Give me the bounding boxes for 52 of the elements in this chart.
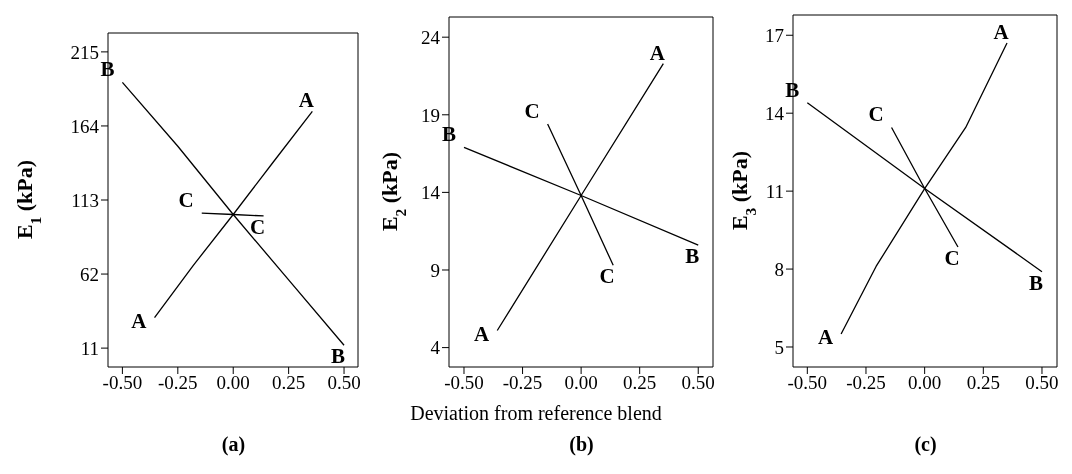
x-tick-label: 0.25 — [966, 372, 1000, 394]
series-label: A — [649, 40, 666, 65]
text: B — [100, 57, 115, 82]
text: A — [131, 308, 147, 333]
y-tick-label: 19 — [421, 104, 440, 126]
y-tick-label: 14 — [765, 102, 785, 124]
text: C — [178, 188, 194, 213]
x-tick-label: 0.25 — [272, 372, 306, 394]
series-label: C — [599, 264, 615, 289]
series-label: C — [250, 214, 266, 239]
y-tick-label: 14 — [421, 182, 441, 204]
text: A — [817, 325, 834, 350]
y-tick-label: 11 — [80, 337, 99, 359]
text: (c) — [913, 433, 938, 456]
y-tick-label: 9 — [430, 259, 440, 281]
x-tick-label: -0.50 — [102, 372, 143, 394]
x-tick-label: -0.50 — [444, 372, 484, 394]
y-tick-label: 113 — [71, 189, 99, 211]
text: (b) — [568, 433, 595, 456]
x-tick-label: 0.50 — [681, 372, 715, 394]
text: C — [868, 102, 884, 127]
x-tick-label: -0.50 — [787, 372, 828, 394]
y-tick-label: 5 — [774, 336, 784, 358]
series-label: C — [944, 245, 960, 270]
text: (a) — [220, 433, 247, 456]
x-tick-label: 0.50 — [1025, 372, 1059, 394]
x-tick-label: 0.00 — [908, 372, 942, 394]
y-tick-label: 164 — [70, 115, 100, 137]
y-tick-label: 62 — [80, 263, 99, 285]
x-tick-label: 0.25 — [623, 372, 657, 394]
y-tick-label: 4 — [430, 337, 441, 359]
y-tick-label: 17 — [765, 25, 784, 47]
x-tick-label: 0.00 — [564, 372, 598, 394]
x-tick-label: -0.25 — [846, 372, 886, 394]
text: A — [474, 321, 490, 346]
y-tick-label: 11 — [765, 180, 784, 202]
series-label: B — [1028, 270, 1043, 295]
x-tick-label: 0.50 — [327, 372, 361, 394]
x-tick-label: -0.25 — [502, 372, 543, 394]
y-tick-label: 215 — [70, 41, 99, 63]
series-label: B — [685, 244, 700, 269]
series-label: B — [331, 344, 346, 369]
x-axis-title: Deviation from reference blend — [409, 402, 663, 425]
text: B — [441, 122, 456, 147]
y-tick-label: 24 — [421, 26, 441, 48]
text: C — [524, 99, 540, 124]
x-tick-label: 0.00 — [216, 372, 250, 394]
series-label: A — [298, 88, 315, 113]
x-tick-label: -0.25 — [158, 372, 198, 394]
series-label: A — [993, 20, 1010, 45]
text: B — [785, 77, 800, 102]
y-tick-label: 8 — [774, 258, 784, 280]
